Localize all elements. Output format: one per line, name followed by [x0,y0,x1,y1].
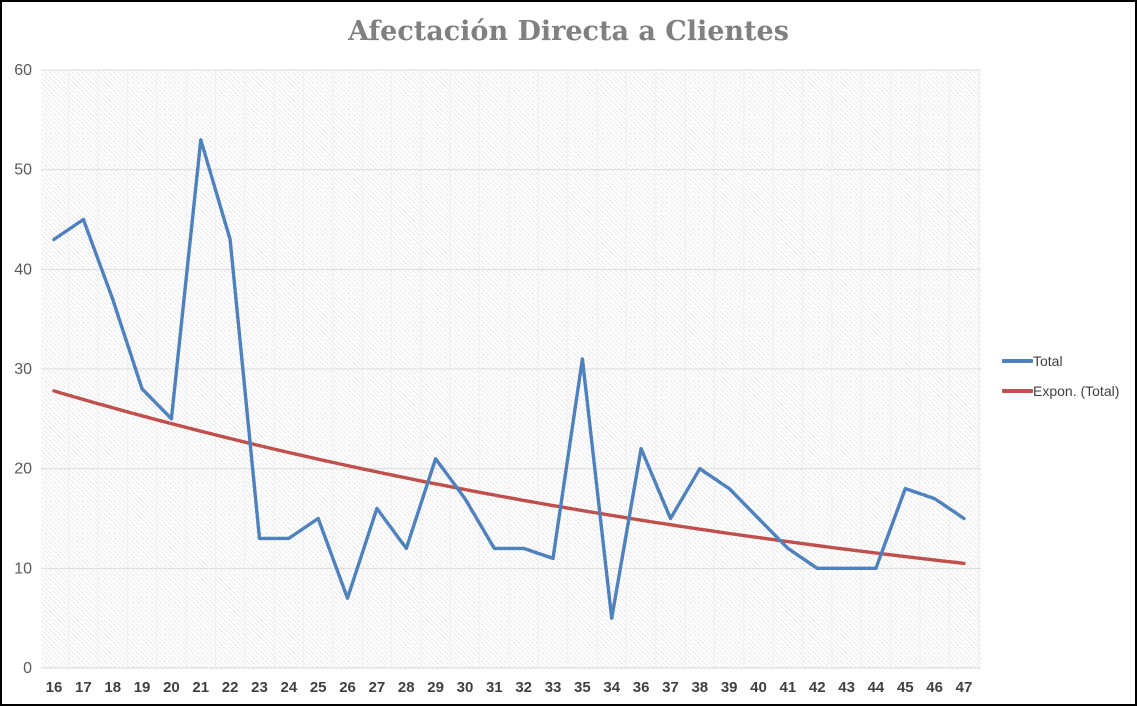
x-tick-label: 22 [222,679,239,696]
y-tick-label: 40 [14,261,32,278]
x-tick-label: 29 [427,679,444,696]
x-tick-label: 23 [251,679,268,696]
chart-title: Afectación Directa a Clientes [348,16,789,47]
x-tick-label: 24 [280,679,297,696]
legend: Total Expon. (Total) [1002,354,1119,398]
y-tick-label: 50 [14,162,32,179]
legend-item-label: Total [1033,353,1063,369]
trendline-expon-total [52,389,966,566]
x-tick-label: 42 [809,679,826,696]
x-tick-label: 43 [838,679,855,696]
x-tick-label: 35 [574,679,591,696]
x-tick-label: 45 [897,679,914,696]
x-tick-label: 18 [104,679,121,696]
legend-item-label: Expon. (Total) [1033,383,1120,399]
x-tick-label: 28 [398,679,415,696]
x-tick-label: 38 [691,679,708,696]
x-tick-label: 40 [750,679,767,696]
y-tick-label: 60 [14,62,32,79]
y-tick-label: 0 [23,660,32,677]
legend-item-total[interactable]: Total [1002,354,1119,368]
x-tick-label: 47 [956,679,973,696]
y-tick-label: 20 [14,461,32,478]
x-tick-label: 41 [780,679,797,696]
legend-item-expon-total[interactable]: Expon. (Total) [1002,384,1119,398]
y-tick-label: 10 [14,560,32,577]
x-tick-label: 46 [926,679,943,696]
x-tick-label: 33 [545,679,562,696]
x-tick-label: 19 [134,679,151,696]
x-tick-label: 20 [163,679,180,696]
x-tick-label: 21 [192,679,209,696]
x-tick-label: 16 [46,679,63,696]
x-tick-label: 25 [310,679,327,696]
x-tick-label: 37 [662,679,679,696]
x-tick-label: 36 [633,679,650,696]
total-line-swatch-icon [1002,359,1033,363]
x-tick-label: 27 [369,679,386,696]
x-tick-label: 39 [721,679,738,696]
x-tick-label: 44 [868,679,885,696]
x-tick-label: 30 [457,679,474,696]
x-tick-label: 26 [339,679,356,696]
y-tick-label: 30 [14,361,32,378]
x-tick-label: 17 [75,679,92,696]
series-total-line [52,138,966,620]
x-tick-label: 32 [515,679,532,696]
x-tick-label: 31 [486,679,503,696]
trendline-swatch-icon [1002,389,1033,393]
x-tick-label: 34 [603,679,620,696]
